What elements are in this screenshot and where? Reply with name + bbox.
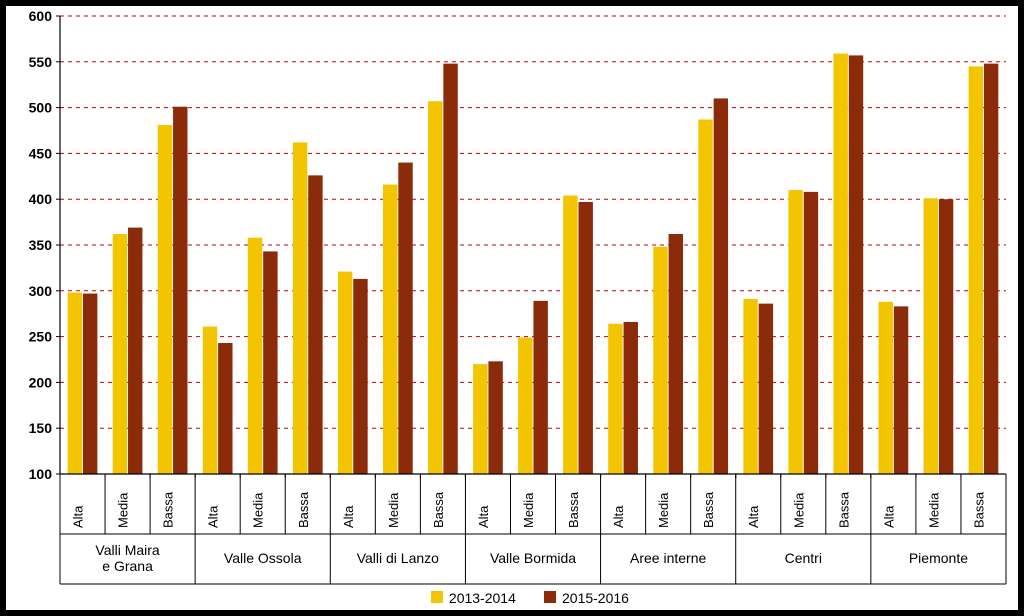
bar: [383, 185, 397, 474]
sub-label: Alta: [341, 505, 356, 528]
group-label: Valli Maira: [95, 542, 160, 558]
bar: [533, 301, 547, 474]
sub-label: Media: [791, 492, 806, 528]
sub-label: Bassa: [701, 491, 716, 528]
bar: [128, 228, 142, 474]
sub-label: Alta: [71, 505, 86, 528]
bar: [698, 120, 712, 474]
group-label: Valli di Lanzo: [357, 550, 439, 566]
sub-label: Bassa: [296, 491, 311, 528]
group-label: Aree interne: [630, 550, 706, 566]
bar: [653, 247, 667, 474]
bar: [624, 322, 638, 474]
bar: [804, 192, 818, 474]
y-tick-label: 300: [29, 283, 53, 299]
sub-label: Alta: [881, 505, 896, 528]
bar: [924, 198, 938, 474]
chart-svg: 100 150 200 250 300 350 400 450 500 550 600 Alta Med…: [6, 6, 1018, 610]
sub-label: Bassa: [566, 491, 581, 528]
bar: [488, 361, 502, 474]
bar: [113, 234, 127, 474]
group-label: e Grana: [102, 558, 153, 574]
bar: [939, 199, 953, 474]
bar: [879, 302, 893, 474]
y-tick-label: 250: [29, 329, 53, 345]
bar: [428, 101, 442, 474]
sub-label: Bassa: [431, 491, 446, 528]
group-label: Piemonte: [909, 550, 968, 566]
sub-label: Alta: [206, 505, 221, 528]
sub-label: Media: [116, 492, 131, 528]
y-tick-label: 150: [29, 420, 53, 436]
y-tick-label: 350: [29, 237, 53, 253]
bar: [969, 66, 983, 474]
sub-label: Bassa: [161, 491, 176, 528]
bar: [714, 98, 728, 474]
y-tick-label: 400: [29, 191, 53, 207]
bar-chart: 100 150 200 250 300 350 400 450 500 550 600 Alta Med…: [6, 6, 1018, 610]
sub-label: Media: [926, 492, 941, 528]
bar: [759, 304, 773, 474]
sub-label: Alta: [611, 505, 626, 528]
sub-label: Alta: [476, 505, 491, 528]
bar: [398, 163, 412, 474]
legend-swatch: [544, 591, 556, 603]
sub-label: Alta: [746, 505, 761, 528]
bar: [443, 64, 457, 474]
bar: [563, 196, 577, 474]
legend-swatch: [431, 591, 443, 603]
group-label: Valle Bormida: [490, 550, 576, 566]
bar: [743, 299, 757, 474]
bar: [338, 272, 352, 474]
y-tick-label: 600: [29, 8, 53, 24]
y-tick-label: 450: [29, 145, 53, 161]
group-label: Valle Ossola: [224, 550, 302, 566]
y-tick-label: 500: [29, 100, 53, 116]
y-tick-label: 550: [29, 54, 53, 70]
bar: [473, 364, 487, 474]
bar: [353, 279, 367, 474]
sub-label: Media: [386, 492, 401, 528]
sub-label: Media: [251, 492, 266, 528]
bar: [173, 107, 187, 474]
y-tick-label: 100: [29, 466, 53, 482]
bar: [894, 306, 908, 474]
bar: [608, 324, 622, 474]
bar: [248, 238, 262, 474]
bar: [578, 202, 592, 474]
bar: [218, 343, 232, 474]
sub-label: Media: [656, 492, 671, 528]
y-tick-label: 200: [29, 374, 53, 390]
bar: [669, 234, 683, 474]
legend-label: 2013-2014: [449, 590, 516, 606]
legend-label: 2015-2016: [562, 590, 629, 606]
sub-label: Bassa: [836, 491, 851, 528]
bar: [518, 338, 532, 474]
sub-label: Bassa: [971, 491, 986, 528]
bar: [293, 142, 307, 474]
bar: [833, 54, 847, 474]
bar: [308, 175, 322, 474]
bar: [849, 55, 863, 474]
bar: [83, 294, 97, 474]
bar: [788, 190, 802, 474]
group-label: Centri: [785, 550, 822, 566]
chart-frame: 100 150 200 250 300 350 400 450 500 550 600 Alta Med…: [0, 0, 1024, 616]
bar: [68, 293, 82, 474]
bar: [984, 64, 998, 474]
bar: [158, 125, 172, 474]
bar: [263, 251, 277, 474]
bar: [203, 327, 217, 474]
sub-label: Media: [521, 492, 536, 528]
